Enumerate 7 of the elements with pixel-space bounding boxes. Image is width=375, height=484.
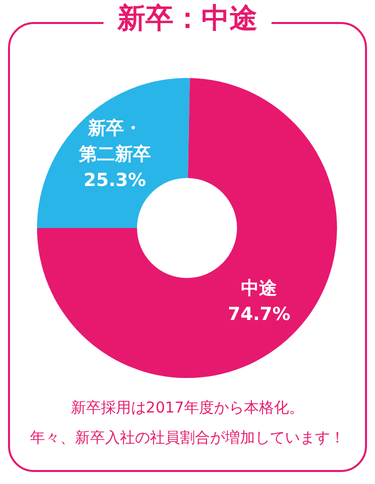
chart-title: 新卒：中途 <box>116 2 258 34</box>
text: 新卒採用は2017年度から本格化。 <box>70 398 304 416</box>
text: 年々、新卒入社の社員割合が増加しています！ <box>30 428 345 446</box>
slice-label: 中途 <box>241 278 278 300</box>
slice-label: 新卒・第二新卒 <box>78 118 151 165</box>
data-label: 25.3% <box>84 170 146 191</box>
data-label: 74.7% <box>228 304 290 326</box>
